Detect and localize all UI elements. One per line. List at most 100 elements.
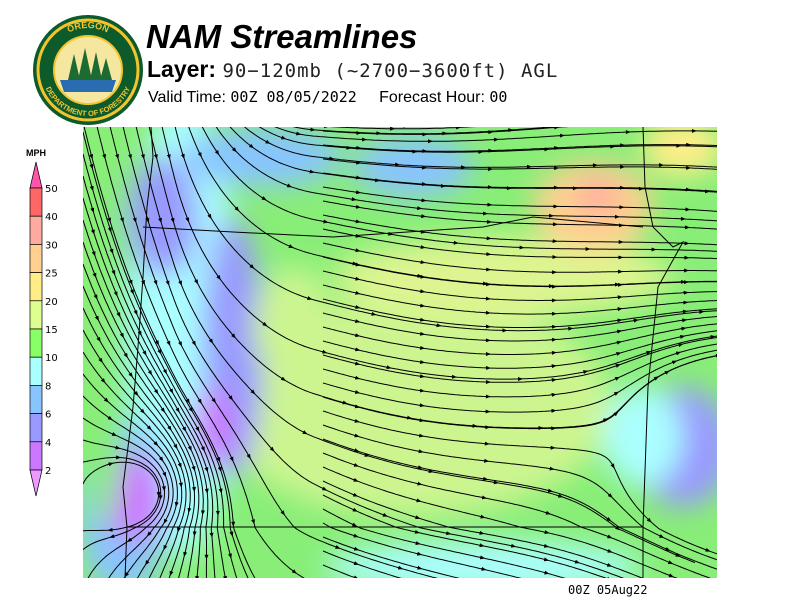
- streamline: [83, 373, 178, 578]
- streamline-arrow: [124, 572, 130, 578]
- streamline: [83, 127, 256, 578]
- streamline-arrow: [510, 543, 517, 548]
- streamline-arrow: [147, 370, 153, 376]
- streamline-arrow: [173, 443, 178, 450]
- streamline-arrow: [229, 456, 234, 462]
- forecast-hour-label: Forecast Hour:: [379, 89, 485, 106]
- streamline-arrow: [191, 340, 196, 346]
- streamline-arrow: [262, 321, 268, 327]
- streamline-arrow: [479, 555, 486, 560]
- streamline-arrow: [615, 364, 621, 368]
- streamline-arrow: [606, 562, 613, 567]
- streamline-arrow: [658, 534, 665, 538]
- streamline: [322, 330, 717, 369]
- streamline: [322, 186, 717, 212]
- streamline-arrow: [602, 418, 609, 423]
- streamline: [322, 144, 717, 152]
- layer-value: 90−120mb (~2700−3600ft) AGL: [222, 60, 559, 82]
- legend-tick-label: 15: [45, 325, 58, 336]
- streamline-arrow: [145, 217, 150, 223]
- streamline-arrow: [103, 397, 109, 403]
- streamline-arrow: [93, 294, 98, 300]
- streamline: [322, 312, 717, 342]
- streamline-arrow: [178, 341, 182, 347]
- legend-tick-label: 2: [45, 466, 51, 477]
- streamline-arrow: [165, 280, 170, 286]
- streamline-arrow: [109, 534, 115, 539]
- streamline-arrow: [216, 274, 221, 281]
- streamline-arrow: [211, 397, 216, 404]
- streamline-arrow: [680, 326, 687, 331]
- streamline-arrow: [493, 480, 499, 485]
- streamline-arrow: [414, 529, 420, 534]
- streamline-arrow: [146, 425, 152, 431]
- streamline-arrow: [107, 227, 112, 233]
- legend-over-arrow: [29, 161, 43, 189]
- streamline-arrow: [715, 353, 717, 358]
- streamline-arrow: [614, 376, 620, 381]
- streamline-arrow: [127, 537, 133, 543]
- streamline-arrow: [355, 204, 361, 209]
- legend-swatch: [29, 244, 43, 273]
- streamline-arrow: [246, 453, 251, 460]
- streamline-arrow: [354, 433, 360, 438]
- streamline-arrow: [174, 501, 179, 508]
- streamline-arrow: [153, 280, 158, 286]
- streamline-arrow: [91, 251, 96, 257]
- streamline-arrow: [141, 279, 145, 286]
- streamline-arrow: [607, 493, 613, 499]
- streamline: [329, 127, 477, 130]
- streamline-arrow: [188, 407, 193, 413]
- streamline-arrow: [204, 466, 209, 473]
- streamline-arrow: [89, 163, 94, 170]
- streamline-arrow: [90, 229, 95, 235]
- streamline-arrow: [354, 347, 361, 352]
- streamline-arrow: [89, 153, 94, 160]
- streamline-arrow: [249, 264, 255, 269]
- streamline: [322, 564, 358, 578]
- streamline-arrow: [94, 315, 99, 322]
- streamline-arrow: [208, 338, 214, 344]
- streamline: [292, 127, 558, 135]
- streamline-arrow: [145, 560, 150, 566]
- streamline-arrow: [352, 261, 358, 266]
- streamline-arrow: [352, 507, 358, 512]
- streamline: [83, 263, 200, 578]
- streamline-arrow: [197, 398, 202, 405]
- layer-label: Layer:: [147, 56, 217, 82]
- streamline: [161, 127, 717, 380]
- streamline-arrow: [194, 279, 199, 285]
- streamline-arrow: [169, 570, 174, 577]
- streamline-arrow: [322, 219, 329, 224]
- streamline-arrow: [543, 557, 550, 562]
- streamline-arrow: [153, 153, 158, 160]
- valid-time-value: 00Z 08/05/2022: [230, 88, 357, 106]
- streamline-arrow: [280, 510, 285, 516]
- legend-swatch: [29, 385, 43, 414]
- streamline-arrow: [182, 426, 187, 432]
- streamline-arrow: [352, 492, 359, 497]
- streamline: [322, 228, 717, 260]
- streamline-arrow: [416, 551, 423, 556]
- legend-tick-label: 10: [45, 353, 58, 364]
- streamline-arrow: [108, 462, 114, 467]
- streamline-arrow: [353, 462, 360, 467]
- streamline-arrow: [291, 569, 297, 574]
- streamline: [322, 452, 712, 578]
- streamline-arrow: [671, 360, 678, 365]
- streamline: [322, 343, 717, 398]
- streamline: [83, 219, 209, 578]
- streamline-arrow: [228, 395, 233, 401]
- streamline: [322, 242, 717, 273]
- streamline-arrow: [169, 388, 174, 394]
- streamline-arrow: [100, 378, 106, 384]
- streamline: [83, 395, 174, 578]
- streamline-arrow: [354, 375, 361, 380]
- streamline: [322, 494, 607, 578]
- streamline: [322, 284, 717, 315]
- streamline-arrow: [545, 510, 551, 515]
- streamline-arrow: [353, 448, 360, 453]
- legend-unit: MPH: [26, 148, 46, 158]
- streamline-arrow: [217, 466, 222, 472]
